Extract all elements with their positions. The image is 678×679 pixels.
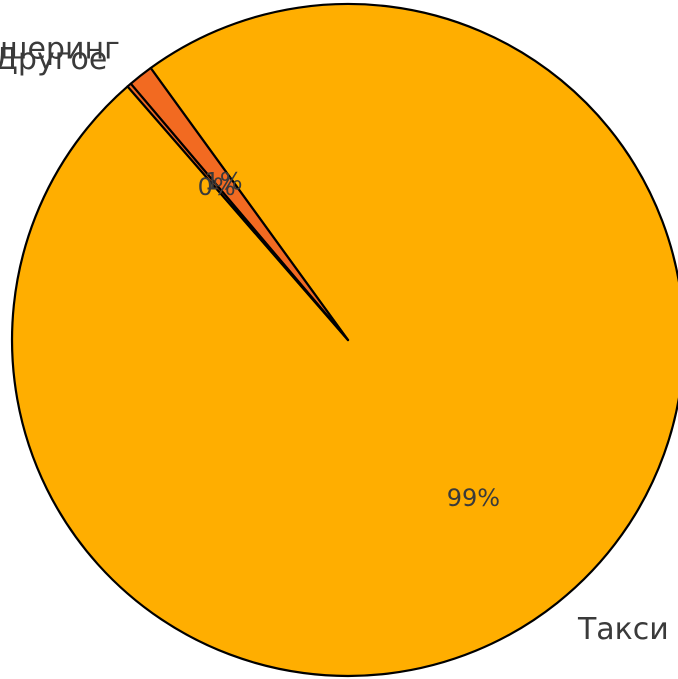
category-labels: Такси КаршерингДругое <box>0 32 669 647</box>
percent-label: 99% <box>447 484 500 512</box>
pie-slice <box>10 2 678 678</box>
category-label: Каршеринг <box>0 32 120 67</box>
category-label: Другое <box>0 42 107 77</box>
category-label: Такси <box>577 612 669 647</box>
pie-slices <box>10 2 678 678</box>
percent-labels: 99% 1%0% <box>198 167 500 511</box>
percent-label: 1% <box>205 167 243 195</box>
pie-slice <box>126 82 350 342</box>
percent-label: 0% <box>198 173 236 201</box>
